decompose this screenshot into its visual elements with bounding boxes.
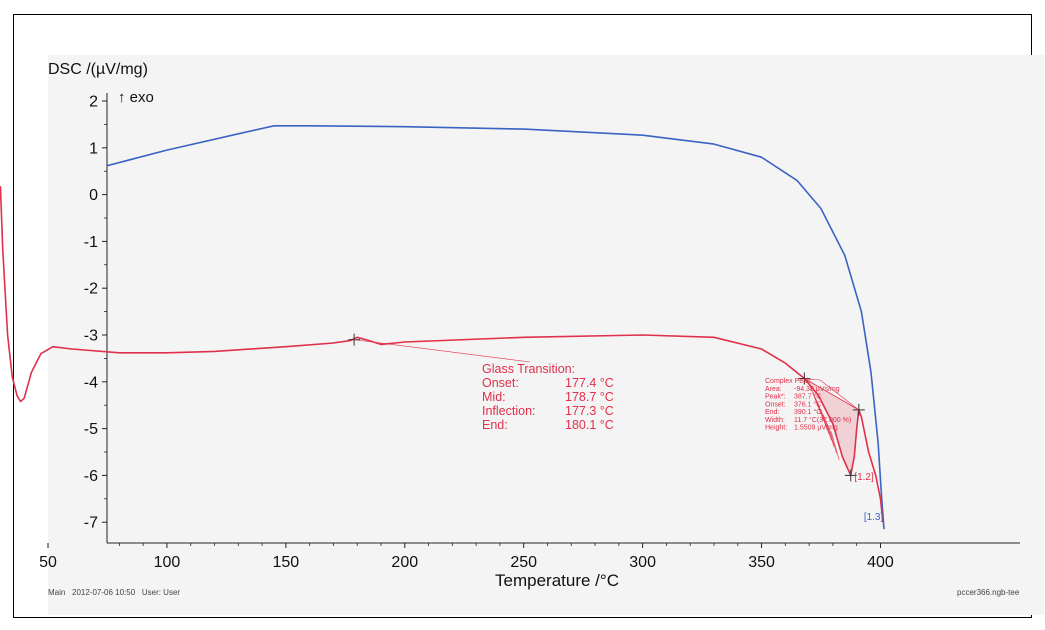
complex-peak-value: 11.7 °C(37.000 %): [794, 416, 851, 424]
complex-peak-label: Height:: [765, 425, 787, 432]
glass-transition-label: Onset:: [482, 376, 519, 390]
complex-peak-value: 387.7 °C: [794, 393, 821, 401]
x-tick-label: 250: [510, 554, 537, 571]
x-tick-label: 200: [391, 554, 418, 571]
glass-transition-value: 180.1 °C: [565, 418, 614, 432]
y-tick-label: -3: [84, 328, 98, 345]
footer-right: pccer366.ngb-tee: [957, 588, 1020, 597]
blue-dsc-curve: [107, 125, 885, 530]
curves: [0, 125, 885, 530]
peak-hatch-line: [825, 420, 835, 447]
glass-transition-label: Mid:: [482, 390, 506, 404]
glass-transition-value: 177.3 °C: [565, 404, 614, 418]
x-axis-label: Temperature /°C: [495, 571, 619, 590]
x-tick-label: 300: [629, 554, 656, 571]
complex-peak-label: Onset:: [765, 401, 786, 408]
peak-hatch-line: [820, 408, 830, 434]
complex-peak-label: Peak*:: [765, 394, 786, 401]
y-tick-label: -7: [84, 515, 98, 532]
glass-transition-title: Glass Transition:: [482, 362, 575, 376]
glass-transition-leader: [354, 339, 531, 363]
peak-hatch-line: [830, 431, 840, 461]
x-tick-label: 350: [748, 554, 775, 571]
y-tick-label: -1: [84, 234, 98, 251]
y-tick-label: -2: [84, 281, 98, 298]
x-tick-label: 100: [154, 554, 181, 571]
complex-peak-title: Complex Peak:: [765, 378, 813, 385]
glass-transition-label: Inflection:: [482, 404, 536, 418]
glass-transition-value: 177.4 °C: [565, 376, 614, 390]
y-tick-label: -5: [84, 421, 98, 438]
footer-left: Main 2012-07-06 10:50 User: User: [48, 588, 181, 597]
axes: 2 1 0 -1 -2 -3 -4 -5 -6 -7 50 100 150 200 250 300 350 400: [39, 93, 1020, 571]
complex-peak-value: -94.38 µVs/mg: [794, 386, 840, 393]
complex-peak-value: 1.5509 µV/mg: [794, 425, 838, 432]
y-tick-label: 0: [89, 187, 98, 204]
y-axis-label: DSC /(µV/mg): [48, 61, 148, 78]
complex-peak-leader: [804, 378, 821, 381]
y-tick-label: -6: [84, 468, 98, 485]
y-tick-label: -4: [84, 374, 98, 391]
complex-peak-value: 390.1 °C: [794, 408, 821, 416]
complex-peak-label: End:: [765, 409, 779, 416]
y-tick-label: 1: [89, 140, 98, 157]
glass-transition-label: End:: [482, 418, 508, 432]
x-tick-label: 400: [867, 554, 894, 571]
peak-hatch-line: [815, 397, 824, 421]
peak-hatch-line: [812, 391, 822, 415]
peak-hatch-line: [828, 425, 837, 454]
complex-peak-label: Width:: [765, 417, 785, 424]
x-tick-label: 50: [39, 554, 57, 571]
complex-peak-leader: [819, 379, 860, 411]
glass-transition-value: 178.7 °C: [565, 390, 614, 404]
peak-hatch-line: [823, 414, 832, 441]
exo-direction-label: ↑ exo: [118, 89, 154, 106]
complex-peak-label: Area:: [765, 386, 782, 393]
peak-area-fill: [804, 378, 859, 476]
peak-hatch-line: [817, 403, 827, 428]
x-tick-label: 150: [272, 554, 299, 571]
segment-label: [1.3]: [864, 512, 884, 523]
complex-peak-marker: [844, 469, 857, 482]
complex-peak-value: 376.1 °C: [794, 400, 821, 408]
red-dsc-curve: [0, 186, 884, 523]
scanned-paper: [48, 55, 1044, 615]
peak-baseline: [804, 378, 860, 411]
y-tick-label: 2: [89, 94, 98, 111]
segment-label: [1.2]: [854, 472, 874, 483]
